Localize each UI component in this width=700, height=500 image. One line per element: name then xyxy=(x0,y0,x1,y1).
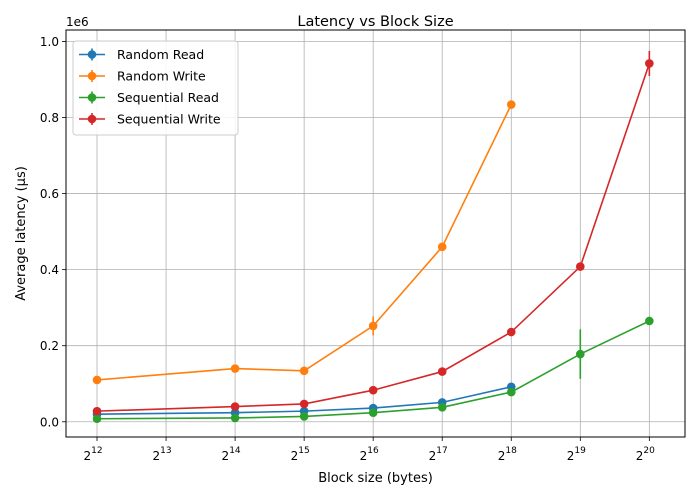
x-tick-base: 2 xyxy=(429,449,437,463)
legend-label: Random Read xyxy=(117,47,204,62)
data-point xyxy=(506,100,516,109)
ticks-layer: 212 213 214 215 216 217 218 219 2200.00.20.40.60… xyxy=(40,35,655,463)
data-point xyxy=(437,367,447,376)
series-line xyxy=(96,104,512,381)
legend-box xyxy=(72,40,239,136)
data-point xyxy=(575,349,585,359)
x-tick-exponent: 19 xyxy=(574,446,586,456)
x-tick-label: 215 xyxy=(291,446,310,463)
legend-marker xyxy=(87,71,97,81)
x-tick-label: 216 xyxy=(360,446,379,463)
data-point xyxy=(230,402,240,411)
legend-marker xyxy=(87,93,97,102)
x-tick-exponent: 14 xyxy=(229,446,241,456)
series-line xyxy=(97,320,650,420)
data-point xyxy=(437,403,447,412)
x-tick-exponent: 17 xyxy=(436,446,447,456)
x-tick-exponent: 13 xyxy=(160,446,171,456)
x-tick-label: 212 xyxy=(83,446,102,463)
series-sequential-read xyxy=(92,316,654,424)
x-tick-exponent: 15 xyxy=(298,446,309,456)
x-tick-base: 2 xyxy=(83,449,91,463)
data-point xyxy=(230,364,240,373)
data-point xyxy=(368,385,378,395)
x-axis-label: Block size (bytes) xyxy=(318,471,433,486)
legend-entry: Random Write xyxy=(79,69,206,84)
data-point xyxy=(368,408,378,417)
y-axis-label: Average latency (µs) xyxy=(14,166,29,301)
x-tick-base: 2 xyxy=(360,449,368,463)
legend-entry: Random Read xyxy=(79,47,204,62)
data-point xyxy=(230,413,240,423)
y-tick-label: 0.2 xyxy=(40,339,59,353)
data-point xyxy=(645,59,654,68)
data-point xyxy=(92,375,102,385)
legend-label: Sequential Write xyxy=(117,112,221,127)
data-point xyxy=(437,242,447,252)
x-tick-label: 220 xyxy=(636,446,655,463)
legend-marker xyxy=(87,114,97,124)
x-tick-base: 2 xyxy=(291,449,299,463)
x-tick-label: 217 xyxy=(429,446,448,463)
data-point xyxy=(368,321,378,331)
series-layer xyxy=(92,50,654,424)
x-tick-label: 213 xyxy=(153,446,172,463)
y-tick-label: 0.0 xyxy=(40,415,59,429)
x-tick-exponent: 18 xyxy=(505,446,517,456)
y-tick-label: 0.6 xyxy=(40,187,59,201)
series-sequential-write xyxy=(92,50,654,416)
data-point xyxy=(92,414,102,424)
x-tick-base: 2 xyxy=(636,449,644,463)
x-tick-base: 2 xyxy=(498,449,506,463)
data-point xyxy=(506,387,516,397)
series-line xyxy=(96,63,651,412)
data-point xyxy=(299,412,309,421)
chart-title: Latency vs Block Size xyxy=(297,14,453,30)
y-tick-label: 0.4 xyxy=(40,263,59,277)
series-line xyxy=(97,386,512,415)
legend-label: Sequential Read xyxy=(117,90,219,105)
data-point xyxy=(575,262,585,271)
x-tick-base: 2 xyxy=(567,449,575,463)
x-tick-label: 219 xyxy=(567,446,586,463)
x-tick-base: 2 xyxy=(222,449,230,463)
series-random-write xyxy=(92,100,516,385)
legend-entry: Sequential Write xyxy=(79,112,221,127)
x-tick-label: 218 xyxy=(498,446,517,463)
x-tick-exponent: 20 xyxy=(643,446,655,456)
x-tick-label: 214 xyxy=(222,446,241,463)
data-point xyxy=(506,327,516,337)
plot-frame xyxy=(65,29,686,438)
data-point xyxy=(299,366,309,376)
legend-entry: Sequential Read xyxy=(79,90,219,105)
data-point xyxy=(92,406,102,416)
data-point xyxy=(645,316,654,326)
data-point xyxy=(299,399,309,409)
y-tick-label: 1.0 xyxy=(40,35,59,49)
legend: Random Read Random Write Sequential Read Se… xyxy=(72,40,239,136)
y-offset-text: 1e6 xyxy=(66,15,89,29)
x-tick-base: 2 xyxy=(153,449,161,463)
x-tick-exponent: 16 xyxy=(367,446,379,456)
y-tick-label: 0.8 xyxy=(40,111,59,125)
legend-marker xyxy=(87,50,97,59)
x-tick-exponent: 12 xyxy=(91,446,102,456)
legend-label: Random Write xyxy=(117,69,206,84)
